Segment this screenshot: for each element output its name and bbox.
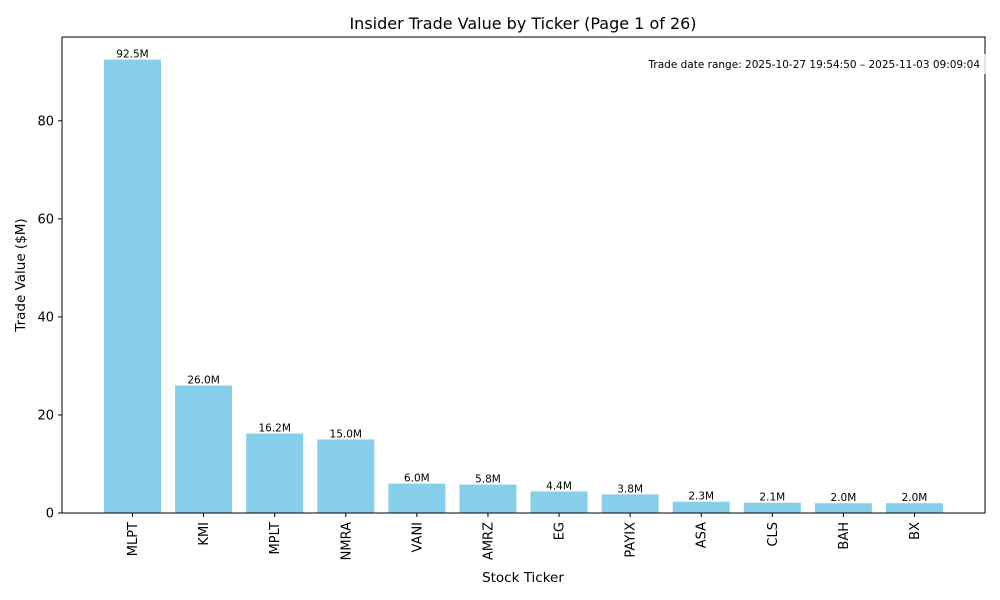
y-axis-label: Trade Value ($M) <box>13 218 29 332</box>
x-tick-label-eg: EG <box>553 522 568 540</box>
x-tick-label-mlpt: MLPT <box>126 522 141 556</box>
bars <box>104 59 943 514</box>
plot-frame <box>61 36 986 514</box>
x-tick-label-cls: CLS <box>766 522 781 547</box>
x-tick-label-payix: PAYIX <box>624 522 639 558</box>
chart-title: Insider Trade Value by Ticker (Page 1 of… <box>349 14 696 33</box>
y-tick-label-20: 20 <box>37 408 54 423</box>
x-tick-label-kmi: KMI <box>197 522 212 546</box>
data-labels: 92.5M 26.0M 16.2M 15.0M 6.0M 5.8M 4.4M 3.8M 2.3M… <box>116 49 927 505</box>
bar-amrz <box>459 484 517 513</box>
bar-mlpt <box>104 59 161 514</box>
y-tick-label-0: 0 <box>46 507 54 522</box>
x-tick-label-mplt: MPLT <box>268 522 283 555</box>
data-label-eg: 4.4M <box>546 480 572 492</box>
bar-nmra <box>317 439 375 513</box>
x-tick-label-bx: BX <box>908 522 923 540</box>
x-tick-label-nmra: NMRA <box>339 522 354 560</box>
bar-vani <box>388 483 446 513</box>
data-label-vani: 6.0M <box>404 473 430 485</box>
data-label-payix: 3.8M <box>617 483 643 495</box>
data-label-asa: 2.3M <box>688 491 714 503</box>
x-tick-label-vani: VANI <box>410 522 425 553</box>
data-label-bah: 2.0M <box>831 492 857 504</box>
bar-asa <box>672 501 730 513</box>
data-label-bx: 2.0M <box>902 492 928 504</box>
x-tick-label-amrz: AMRZ <box>481 522 496 560</box>
bar-cls <box>743 502 801 513</box>
date-range-annotation: Trade date range: 2025-10-27 19:54:50 – … <box>648 59 981 71</box>
bar-mplt <box>246 433 304 513</box>
bar-kmi <box>175 385 233 513</box>
bar-bx <box>886 503 943 513</box>
data-label-cls: 2.1M <box>759 492 785 504</box>
bar-bah <box>814 503 872 513</box>
bar-eg <box>530 491 588 513</box>
data-label-mlpt: 92.5M <box>116 49 148 61</box>
x-axis-label: Stock Ticker <box>482 570 564 586</box>
y-tick-label-80: 80 <box>37 114 54 129</box>
data-label-kmi: 26.0M <box>187 375 219 387</box>
data-label-amrz: 5.8M <box>475 474 501 486</box>
x-tick-label-bah: BAH <box>837 522 852 550</box>
y-tick-label-40: 40 <box>37 310 54 325</box>
x-axis: MLPT KMI MPLT NMRA VANI AMRZ EG PAYIX ASA CLS BAH B… <box>126 513 923 560</box>
data-label-nmra: 15.0M <box>330 428 362 440</box>
y-tick-label-60: 60 <box>37 212 54 227</box>
data-label-mplt: 16.2M <box>258 423 290 435</box>
y-axis: 0 20 40 60 80 <box>37 114 62 522</box>
bar-payix <box>601 494 659 513</box>
annotation-box-edge <box>984 54 986 74</box>
x-tick-label-asa: ASA <box>695 522 710 548</box>
